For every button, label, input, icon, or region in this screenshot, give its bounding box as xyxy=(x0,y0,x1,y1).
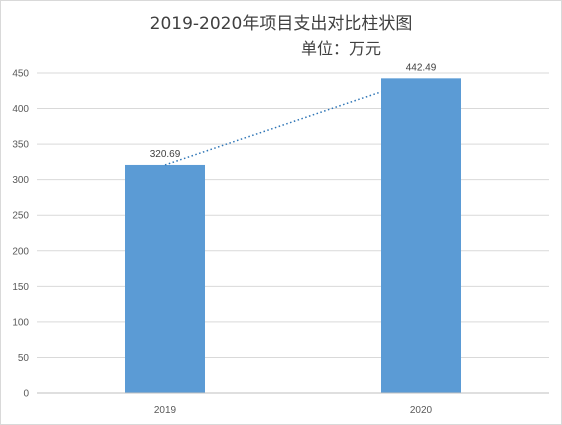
bar-2019 xyxy=(125,164,205,393)
y-tick-label: 50 xyxy=(18,353,30,364)
y-tick-label: 150 xyxy=(12,282,29,293)
y-tick-label: 400 xyxy=(12,104,29,115)
y-tick-label: 350 xyxy=(12,140,29,151)
chart-subtitle: 单位：万元 xyxy=(301,39,382,58)
y-tick-label: 0 xyxy=(23,389,29,400)
y-tick-label: 100 xyxy=(12,317,29,328)
data-label: 442.49 xyxy=(406,62,437,73)
bar-2020 xyxy=(381,78,461,393)
x-tick-label: 2019 xyxy=(154,405,177,416)
x-tick-label: 2020 xyxy=(410,405,433,416)
y-tick-label: 450 xyxy=(12,69,29,80)
y-tick-label: 200 xyxy=(12,246,29,257)
chart-title: 2019-2020年项目支出对比柱状图 xyxy=(149,14,413,34)
data-label: 320.69 xyxy=(150,149,181,160)
y-tick-label: 250 xyxy=(12,211,29,222)
y-tick-label: 300 xyxy=(12,175,29,186)
trendline xyxy=(164,91,382,166)
